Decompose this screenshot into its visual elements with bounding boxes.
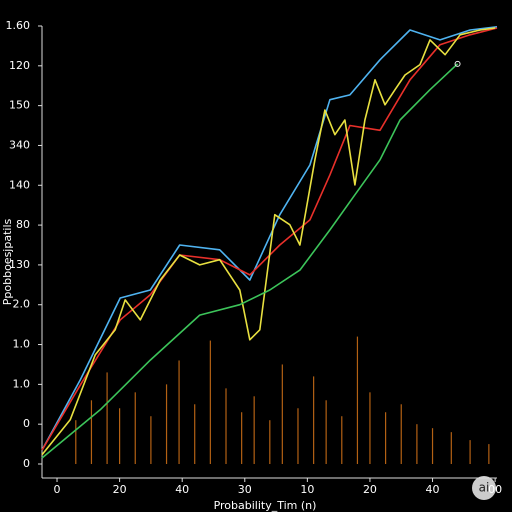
y-tick-label: 0 bbox=[23, 457, 30, 470]
line bbox=[41, 63, 459, 459]
x-tick-label: 0 bbox=[54, 483, 61, 496]
x-tick-label: 20 bbox=[113, 483, 127, 496]
watermark: ai bbox=[479, 481, 490, 495]
y-tick-label: 1.0 bbox=[13, 377, 31, 390]
line bbox=[41, 27, 498, 451]
y-tick-label: 2.0 bbox=[13, 298, 31, 311]
y-tick-label: 0 bbox=[23, 417, 30, 430]
x-axis-label: Probability_Tim (n) bbox=[214, 499, 317, 512]
x-tick-label: 20 bbox=[363, 483, 377, 496]
x-tick-label: 40 bbox=[175, 483, 189, 496]
end-marker bbox=[454, 60, 461, 67]
x-tick-label: 40 bbox=[426, 483, 440, 496]
watermark-badge bbox=[472, 476, 496, 500]
y-tick-label: 150 bbox=[9, 99, 30, 112]
y-tick-label: 1.60 bbox=[6, 19, 31, 32]
y-axis-label: Ppobboesjpatils bbox=[1, 218, 14, 305]
y-tick-label: 130 bbox=[9, 258, 30, 271]
y-tick-label: 120 bbox=[9, 59, 30, 72]
y-tick-label: 80 bbox=[16, 218, 30, 231]
x-tick-label: 10 bbox=[300, 483, 314, 496]
x-tick-label: 30 bbox=[238, 483, 252, 496]
x-tick-label: 00 bbox=[488, 483, 502, 496]
line bbox=[41, 26, 498, 451]
y-tick-label: 140 bbox=[9, 178, 30, 191]
line bbox=[41, 27, 496, 456]
y-tick-label: 1.0 bbox=[13, 338, 31, 351]
y-tick-label: 340 bbox=[9, 138, 30, 151]
